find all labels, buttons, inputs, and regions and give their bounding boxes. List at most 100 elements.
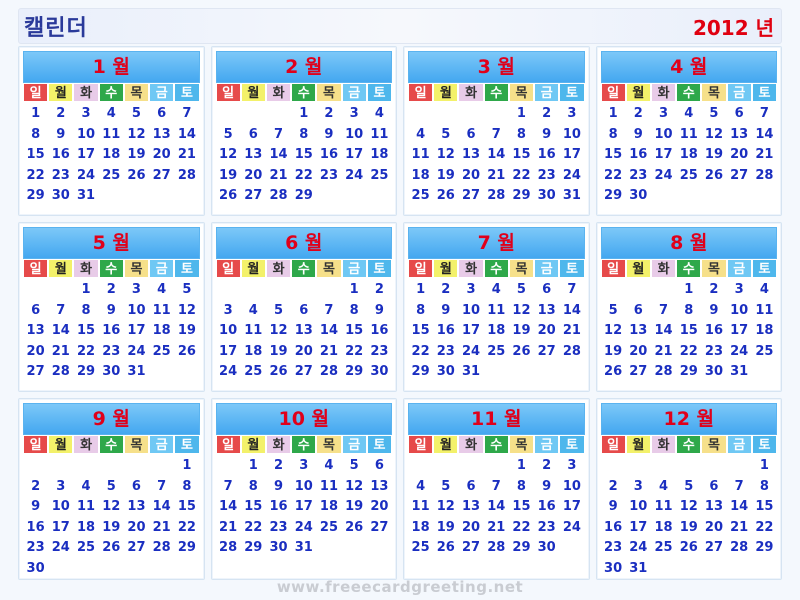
empty-cell [241,104,266,125]
day-cell: 3 [633,478,643,494]
day-cell: 25 [654,540,673,555]
day-cell: 24 [461,343,481,359]
weekday-label: 수 [483,83,509,102]
day-cell: 3 [299,458,309,473]
day-cell: 18 [654,519,673,535]
day-cell: 19 [512,323,531,338]
day-cell: 8 [759,478,769,494]
day-cell: 17 [219,343,238,359]
day-grid: 1 2 3 4 5 6 7 8 9 10 11 12 13 14 15 16 17 18 19 20 21 22 23 24 2… [408,104,585,207]
weekday-label: 목 [123,259,150,278]
day-cell: 2 [106,282,116,297]
day-cell: 10 [461,302,481,318]
day-cell: 15 [345,323,364,338]
weekday-label: 화 [458,83,484,102]
weekday-label: 금 [534,83,560,102]
empty-cell [676,456,701,477]
empty-cell [216,456,241,477]
day-cell: 14 [562,302,581,318]
day-cell: 8 [416,302,426,318]
weekday-label: 금 [726,259,752,278]
day-cell: 9 [324,126,334,142]
day-cell: 1 [299,106,309,121]
empty-cell [408,104,433,125]
day-cell: 18 [370,147,389,162]
day-cell: 28 [319,364,338,379]
month-card: 12 월 일 월 화 수 목 금 토 1 2 3 4 5 6 7 8 9 10 11 12 13 14 15 16 17 18 19… [595,398,782,580]
day-cell: 25 [411,188,430,203]
empty-cell [99,456,124,477]
day-cell: 10 [654,126,673,142]
day-cell: 3 [659,106,669,121]
day-cell: 12 [704,126,723,142]
day-cell: 22 [244,519,263,535]
day-cell: 11 [244,323,263,338]
day-cell: 26 [102,540,121,555]
day-cell: 15 [26,147,45,162]
day-grid: 1 2 3 4 5 6 7 8 9 10 11 12 13 14 15 16 17 18 19 20 21 22 23 24 2… [601,456,778,579]
day-cell: 27 [537,343,556,359]
weekday-label: 수 [676,83,702,102]
day-grid: 1 2 3 4 5 6 7 8 9 10 11 12 13 14 15 16 17 18 19 20 21 22 23 24 2… [23,456,200,579]
day-cell: 25 [370,167,389,183]
day-cell: 6 [466,478,476,494]
day-cell: 3 [131,282,141,297]
day-cell: 14 [177,126,196,142]
weekday-label: 금 [534,259,560,278]
day-cell: 7 [734,478,744,494]
day-cell: 18 [755,323,774,338]
day-grid: 1 2 3 4 5 6 7 8 9 10 11 12 13 14 15 16 17 18 19 20 21 22 23 24 2… [216,104,393,207]
day-cell: 7 [274,126,284,142]
weekday-label: 월 [48,83,74,102]
day-cell: 23 [629,167,648,183]
day-cell: 14 [487,147,506,162]
day-cell: 13 [127,499,146,514]
weekday-label: 수 [676,435,702,454]
weekday-label: 월 [48,259,74,278]
empty-cell [458,104,483,125]
day-cell: 31 [562,188,581,203]
day-cell: 28 [654,364,673,379]
day-cell: 18 [679,147,698,162]
day-cell: 28 [730,540,749,555]
weekday-label: 일 [23,435,49,454]
weekday-label: 토 [751,435,778,454]
day-cell: 12 [219,147,238,162]
day-cell: 27 [370,519,389,535]
day-cell: 18 [411,519,430,535]
day-cell: 4 [248,302,258,318]
weekday-label: 목 [701,83,727,102]
day-cell: 21 [654,343,673,359]
day-cell: 9 [542,126,552,142]
empty-cell [241,280,266,301]
month-title: 3 월 [408,51,585,83]
day-cell: 2 [542,106,552,121]
empty-cell [266,280,291,301]
day-cell: 22 [76,343,96,359]
day-cell: 1 [416,282,426,297]
day-cell: 4 [684,106,694,121]
weekday-label: 일 [215,259,241,278]
day-cell: 24 [219,364,238,379]
day-cell: 17 [562,147,581,162]
day-cell: 4 [659,478,669,494]
day-cell: 13 [370,478,389,494]
day-cell: 25 [319,519,338,535]
weekday-label: 토 [174,435,200,454]
empty-cell [626,456,651,477]
day-cell: 10 [51,499,70,514]
day-cell: 29 [512,540,531,555]
day-cell: 8 [31,126,41,142]
day-cell: 14 [152,499,171,514]
day-cell: 2 [31,478,41,494]
empty-cell [601,456,626,477]
day-cell: 4 [416,126,426,142]
day-cell: 19 [604,343,623,359]
day-cell: 12 [102,499,121,514]
month-card: 6 월 일 월 화 수 목 금 토 1 2 3 4 5 6 7 8 9 10 11 12 13 14 15 16 17 18 19 2… [210,222,397,392]
weekday-label: 토 [366,259,393,278]
day-cell: 9 [633,126,643,142]
day-cell: 12 [436,499,455,514]
